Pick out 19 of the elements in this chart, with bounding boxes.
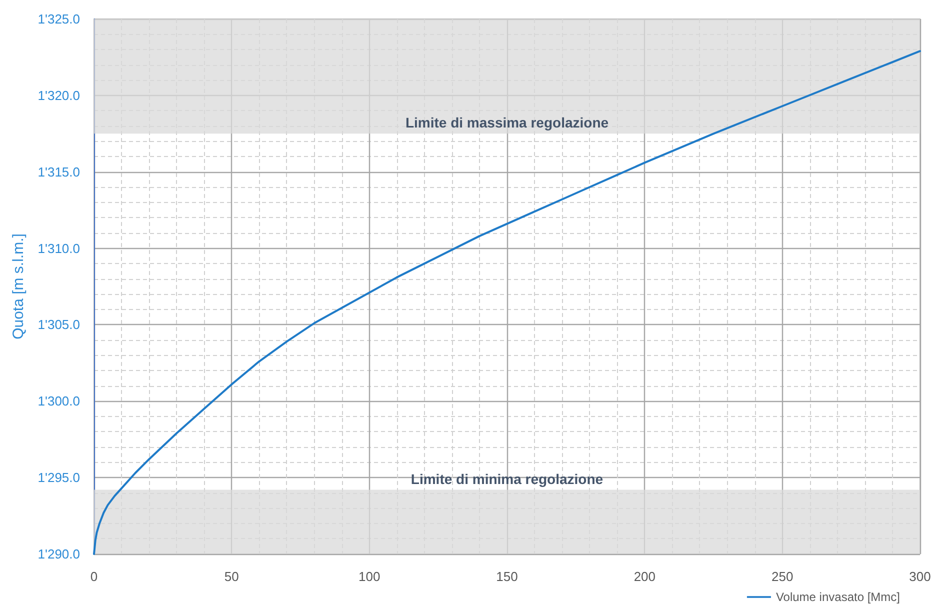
y-tick-label: 1'315.0: [38, 164, 80, 180]
y-tick-label: 1'320.0: [38, 88, 80, 103]
y-tick-label: 1'290.0: [38, 546, 80, 562]
x-tick-label: 100: [358, 569, 380, 584]
band-label: Limite di massima regolazione: [405, 114, 609, 131]
y-tick-label: 1'300.0: [38, 394, 80, 409]
y-tick-label: 1'310.0: [38, 240, 80, 256]
band-label: Limite di minima regolazione: [410, 470, 604, 487]
y-tick-label: 1'325.0: [38, 12, 80, 26]
x-tick-label: 200: [634, 569, 656, 584]
x-tick-label: 150: [496, 569, 518, 584]
x-tick-label: 50: [224, 569, 239, 584]
x-tick-label: 250: [771, 569, 794, 584]
legend-label: Volume invasato [Mmc]: [776, 590, 900, 604]
x-tick-label: 0: [90, 569, 98, 584]
y-tick-label: 1'305.0: [38, 317, 80, 332]
y-tick-label: 1'295.0: [38, 470, 80, 486]
x-tick-label: 300: [909, 569, 931, 584]
y-axis-title: Quota [m s.l.m.]: [10, 234, 27, 340]
